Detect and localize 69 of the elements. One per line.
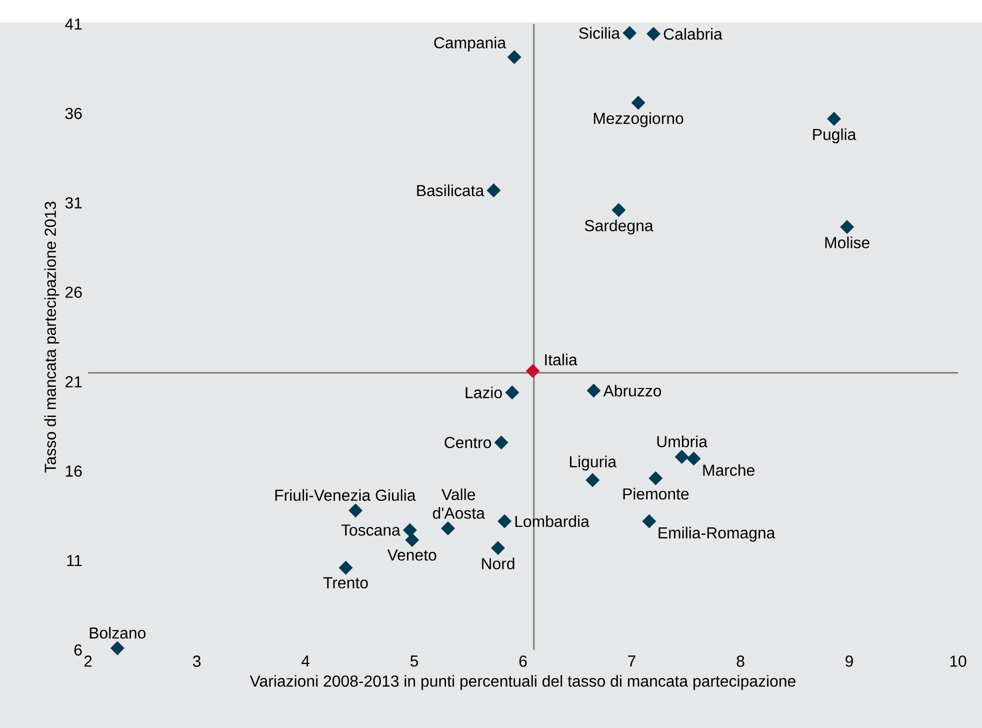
annotation: Liguria xyxy=(570,456,617,471)
x-tick-label: 9 xyxy=(846,656,853,667)
point xyxy=(405,533,419,547)
annotation: Veneto xyxy=(387,550,436,561)
x-tick-label: 10 xyxy=(950,656,966,667)
point xyxy=(674,450,689,464)
x-tick-label: 6 xyxy=(519,656,527,667)
annotation: Mezzogiorno xyxy=(594,112,684,128)
annotation: Italia xyxy=(545,354,578,366)
point xyxy=(840,220,854,234)
annotation: Sicilia xyxy=(579,27,620,39)
y-axis-title: Tasso di mancata partecipazione 2013 xyxy=(44,202,60,473)
y-tick-label: 26 xyxy=(66,286,82,298)
point xyxy=(612,203,626,217)
y-tick-label: 11 xyxy=(67,555,82,566)
point xyxy=(348,504,362,518)
point xyxy=(441,521,455,536)
point xyxy=(505,386,520,400)
point xyxy=(486,183,501,198)
point xyxy=(507,50,522,64)
point xyxy=(631,96,646,110)
x-tick-label: 5 xyxy=(410,656,418,667)
point xyxy=(526,364,540,378)
annotation: Campania xyxy=(434,36,506,52)
y-tick-label: 36 xyxy=(65,108,82,120)
annotation: Toscana xyxy=(341,524,400,536)
point xyxy=(110,641,124,656)
point xyxy=(498,514,512,528)
y-tick-label: 31 xyxy=(65,197,82,209)
point xyxy=(338,560,353,575)
annotation: Emilia-Romagna xyxy=(658,526,776,542)
x-tick-label: 2 xyxy=(84,656,92,667)
x-tick-label: 7 xyxy=(628,656,636,667)
point xyxy=(491,541,505,555)
x-tick-label: 8 xyxy=(736,656,744,667)
annotation: Lombardia xyxy=(515,515,590,528)
y-tick-label: 41 xyxy=(65,18,82,30)
point xyxy=(646,26,660,41)
annotation: Trento xyxy=(323,577,368,588)
point xyxy=(622,26,636,40)
x-tick-label: 4 xyxy=(301,656,310,667)
x-axis-title: Variazioni 2008-2013 in punti percentuali del tasso di mancata partecipazione xyxy=(250,675,796,690)
y-tick-label: 6 xyxy=(74,644,82,656)
annotation: Puglia xyxy=(813,128,856,144)
annotation: Calabria xyxy=(664,28,722,40)
annotation: Basilicata xyxy=(417,184,484,196)
annotation: Bolzano xyxy=(90,626,146,639)
annotation: Marche xyxy=(703,464,754,476)
x-tick-label: 3 xyxy=(192,656,201,667)
point xyxy=(586,473,600,487)
annotation: Valle d'Aosta xyxy=(432,488,485,519)
point xyxy=(686,452,701,466)
annotation: Molise xyxy=(825,236,870,248)
point xyxy=(586,384,601,398)
annotation: Piemonte xyxy=(623,488,689,500)
annotation: Friuli-Venezia Giulia xyxy=(275,489,416,501)
y-tick-label: 16 xyxy=(66,466,82,477)
point xyxy=(648,471,663,486)
annotation: Sardegna xyxy=(584,220,654,234)
point xyxy=(827,112,841,126)
annotation: Nord xyxy=(482,558,514,570)
annotation: Lazio xyxy=(466,386,502,398)
point xyxy=(642,514,656,528)
point xyxy=(494,436,508,450)
annotation: Abruzzo xyxy=(603,384,662,397)
annotation: Umbria xyxy=(657,436,708,448)
annotation: Centro xyxy=(444,436,492,448)
point xyxy=(403,523,417,538)
y-tick-label: 21 xyxy=(66,376,82,388)
